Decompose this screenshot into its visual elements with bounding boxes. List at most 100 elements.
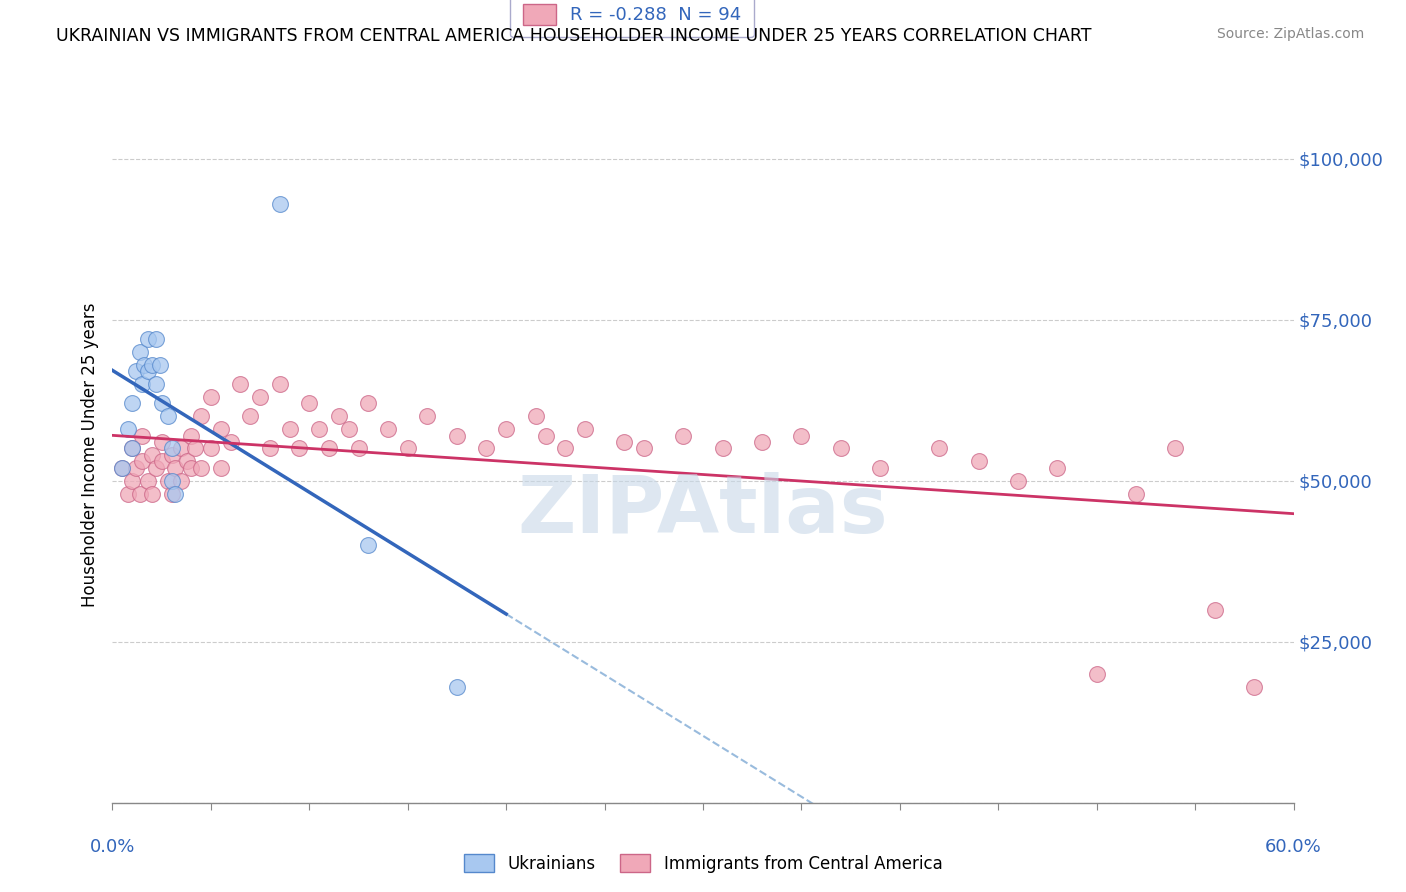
Point xyxy=(751,435,773,450)
Point xyxy=(165,486,187,500)
Point xyxy=(633,442,655,456)
Point xyxy=(416,409,439,424)
Point xyxy=(141,448,163,462)
Point xyxy=(967,454,990,468)
Point xyxy=(790,428,813,442)
Point xyxy=(150,396,173,410)
Point xyxy=(229,377,252,392)
Point xyxy=(121,474,143,488)
Point xyxy=(288,442,311,456)
Point xyxy=(145,377,167,392)
Point xyxy=(136,364,159,378)
Point xyxy=(1243,680,1265,694)
Point xyxy=(156,409,179,424)
Point xyxy=(170,474,193,488)
Point xyxy=(121,396,143,410)
Point xyxy=(129,486,152,500)
Point xyxy=(145,460,167,475)
Point xyxy=(495,422,517,436)
Point xyxy=(176,454,198,468)
Point xyxy=(524,409,547,424)
Point xyxy=(141,486,163,500)
Point xyxy=(145,332,167,346)
Point xyxy=(278,422,301,436)
Point xyxy=(156,474,179,488)
Point xyxy=(574,422,596,436)
Point xyxy=(446,428,468,442)
Point xyxy=(347,442,370,456)
Point xyxy=(475,442,498,456)
Text: ZIPAtlas: ZIPAtlas xyxy=(517,472,889,549)
Point xyxy=(209,460,232,475)
Point xyxy=(136,332,159,346)
Point xyxy=(672,428,695,442)
Point xyxy=(1125,486,1147,500)
Point xyxy=(446,680,468,694)
Point xyxy=(209,422,232,436)
Point xyxy=(180,428,202,442)
Point xyxy=(1085,667,1108,681)
Point xyxy=(165,460,187,475)
Legend: Ukrainians, Immigrants from Central America: Ukrainians, Immigrants from Central Amer… xyxy=(457,847,949,880)
Point xyxy=(298,396,321,410)
Point xyxy=(396,442,419,456)
Point xyxy=(269,196,291,211)
Point xyxy=(259,442,281,456)
Point xyxy=(150,435,173,450)
Point xyxy=(170,442,193,456)
Point xyxy=(121,442,143,456)
Point xyxy=(160,448,183,462)
Point xyxy=(160,486,183,500)
Point xyxy=(149,358,172,372)
Point xyxy=(830,442,852,456)
Point xyxy=(377,422,399,436)
Point xyxy=(534,428,557,442)
Point xyxy=(131,377,153,392)
Point xyxy=(190,460,212,475)
Text: UKRAINIAN VS IMMIGRANTS FROM CENTRAL AMERICA HOUSEHOLDER INCOME UNDER 25 YEARS C: UKRAINIAN VS IMMIGRANTS FROM CENTRAL AME… xyxy=(56,27,1091,45)
Point xyxy=(554,442,576,456)
Point xyxy=(328,409,350,424)
Y-axis label: Householder Income Under 25 years: Householder Income Under 25 years xyxy=(80,302,98,607)
Point xyxy=(141,358,163,372)
Point xyxy=(269,377,291,392)
Point xyxy=(180,460,202,475)
Point xyxy=(111,460,134,475)
Point xyxy=(308,422,330,436)
Point xyxy=(131,454,153,468)
Text: 0.0%: 0.0% xyxy=(90,838,135,855)
Point xyxy=(184,442,207,456)
Text: 60.0%: 60.0% xyxy=(1265,838,1322,855)
Point xyxy=(129,344,152,359)
Point xyxy=(928,442,950,456)
Point xyxy=(160,474,183,488)
Point xyxy=(1164,442,1187,456)
Point xyxy=(160,442,183,456)
Point xyxy=(219,435,242,450)
Point xyxy=(200,442,222,456)
Point xyxy=(711,442,734,456)
Point xyxy=(150,454,173,468)
Point xyxy=(337,422,360,436)
Point xyxy=(249,390,271,404)
Point xyxy=(132,358,155,372)
Point xyxy=(869,460,891,475)
Point xyxy=(1046,460,1069,475)
Point xyxy=(1204,602,1226,616)
Point xyxy=(131,428,153,442)
Legend: R = -0.281  N = 22, R = -0.288  N = 94: R = -0.281 N = 22, R = -0.288 N = 94 xyxy=(510,0,754,37)
Point xyxy=(125,460,148,475)
Text: Source: ZipAtlas.com: Source: ZipAtlas.com xyxy=(1216,27,1364,41)
Point xyxy=(613,435,636,450)
Point xyxy=(117,486,139,500)
Point xyxy=(121,442,143,456)
Point xyxy=(125,364,148,378)
Point xyxy=(111,460,134,475)
Point xyxy=(117,422,139,436)
Point xyxy=(136,474,159,488)
Point xyxy=(357,396,380,410)
Point xyxy=(239,409,262,424)
Point xyxy=(1007,474,1029,488)
Point xyxy=(190,409,212,424)
Point xyxy=(357,538,380,552)
